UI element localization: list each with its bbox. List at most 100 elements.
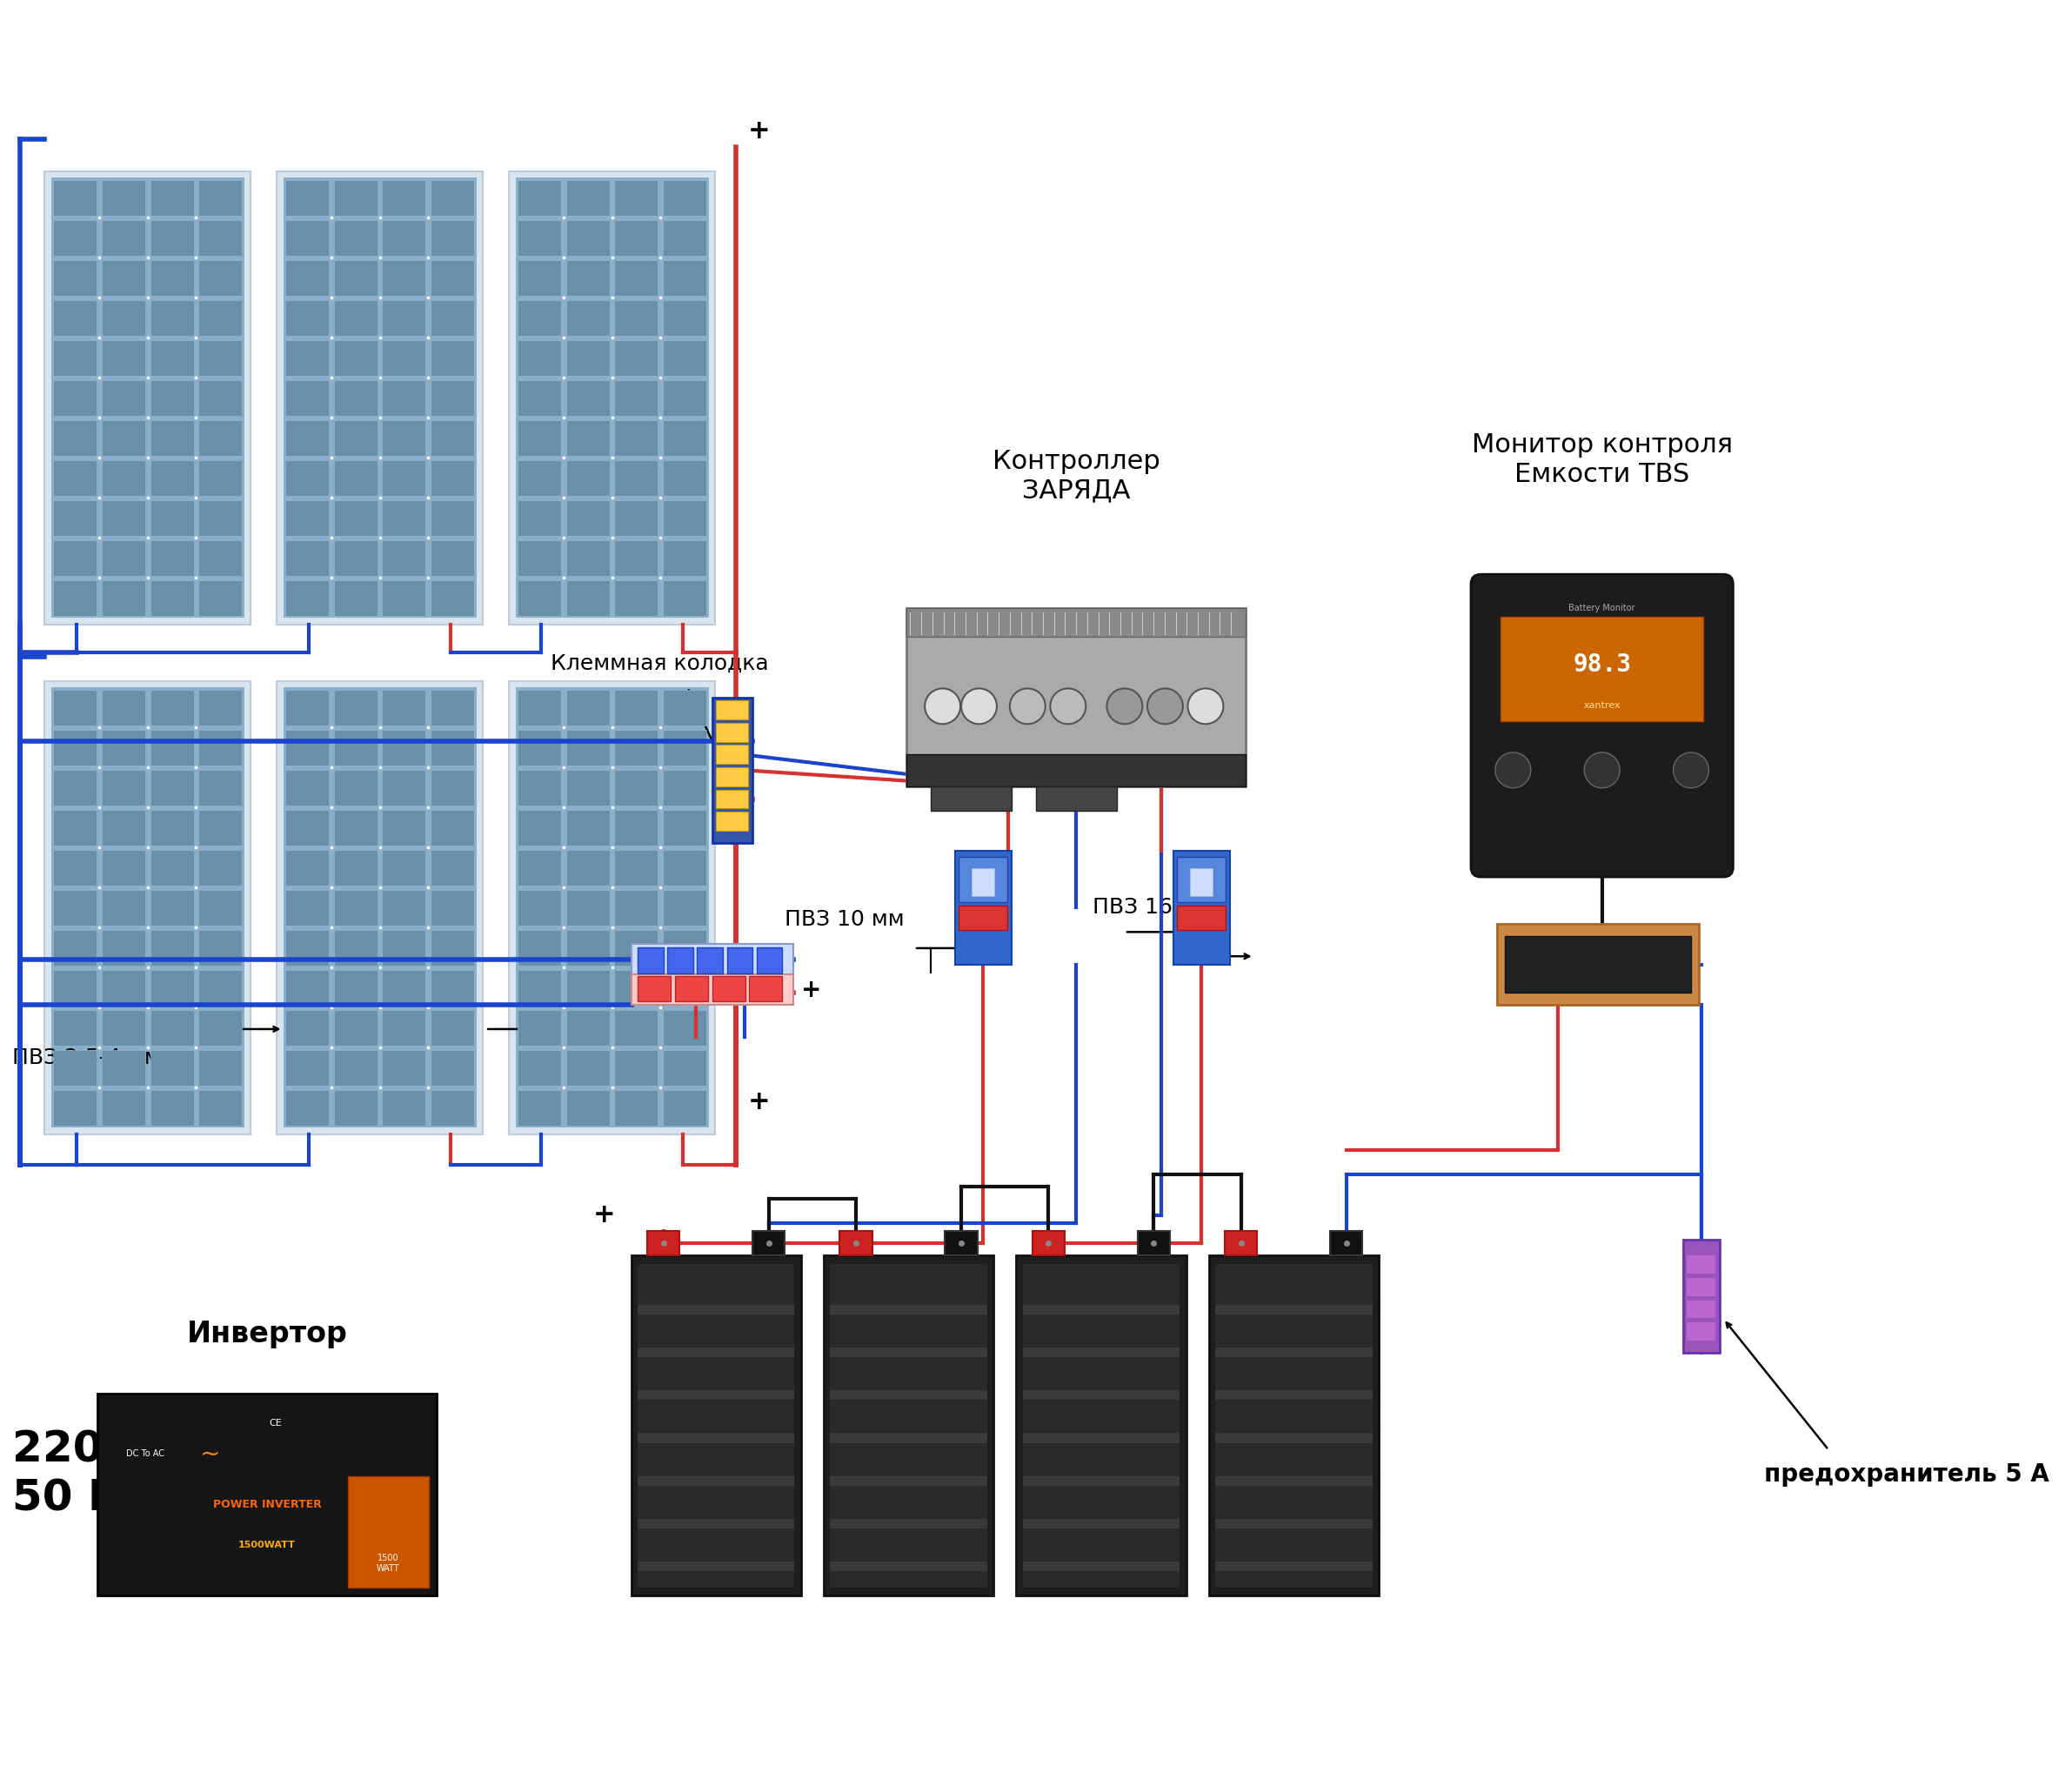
Bar (102, 580, 145, 616)
Bar (383, 580, 425, 616)
Bar (54, 260, 97, 295)
Bar (199, 420, 242, 455)
Bar (663, 301, 707, 336)
Bar (149, 690, 193, 726)
Text: xantrex: xantrex (1583, 701, 1620, 710)
Text: Клеммная колодка: Клеммная колодка (551, 653, 769, 674)
Bar (831, 1562, 986, 1571)
Bar (632, 945, 794, 975)
Bar (199, 301, 242, 336)
Bar (54, 580, 97, 616)
Bar (286, 890, 329, 925)
Bar (615, 381, 659, 416)
Bar (1500, 616, 1703, 722)
Bar (286, 180, 329, 215)
Bar (383, 690, 425, 726)
Bar (518, 180, 562, 215)
Bar (516, 688, 709, 1128)
Bar (102, 301, 145, 336)
Bar (199, 770, 242, 806)
Bar (663, 461, 707, 496)
Bar (1504, 936, 1691, 993)
Bar (663, 381, 707, 416)
Bar (278, 681, 483, 1135)
Text: 1500
WATT: 1500 WATT (377, 1553, 400, 1573)
Bar (54, 180, 97, 215)
Bar (102, 1091, 145, 1126)
Bar (510, 171, 715, 624)
Bar (518, 500, 562, 535)
Bar (615, 541, 659, 576)
Bar (383, 260, 425, 295)
Bar (955, 850, 1011, 964)
Bar (638, 948, 663, 973)
Bar (54, 541, 97, 576)
Bar (1024, 1348, 1179, 1357)
Bar (54, 1010, 97, 1046)
Bar (518, 1091, 562, 1126)
Bar (1036, 786, 1117, 811)
Bar (102, 541, 145, 576)
Text: Инвертор: Инвертор (186, 1320, 348, 1348)
Bar (286, 770, 329, 806)
Bar (54, 1050, 97, 1085)
Bar (663, 1010, 707, 1046)
Bar (518, 1050, 562, 1085)
Bar (667, 948, 692, 973)
Bar (149, 180, 193, 215)
Bar (383, 180, 425, 215)
Bar (566, 930, 609, 966)
Bar (566, 809, 609, 845)
Bar (54, 809, 97, 845)
Bar (199, 221, 242, 256)
Bar (199, 180, 242, 215)
Bar (638, 1348, 794, 1357)
Bar (383, 970, 425, 1005)
Bar (638, 1562, 794, 1571)
Bar (615, 770, 659, 806)
Bar (615, 690, 659, 726)
Bar (334, 541, 377, 576)
Bar (518, 541, 562, 576)
Bar (566, 381, 609, 416)
Bar (663, 541, 707, 576)
Bar (518, 260, 562, 295)
Bar (1216, 1562, 1372, 1571)
Bar (334, 930, 377, 966)
Bar (334, 1050, 377, 1085)
Bar (959, 857, 1007, 902)
Bar (615, 461, 659, 496)
Bar (1208, 1256, 1378, 1596)
Bar (905, 754, 1245, 786)
Bar (54, 340, 97, 375)
Bar (54, 770, 97, 806)
Bar (383, 930, 425, 966)
Bar (54, 930, 97, 966)
Bar (149, 729, 193, 765)
Bar (518, 890, 562, 925)
Bar (286, 850, 329, 886)
Bar (54, 690, 97, 726)
Text: Battery Monitor: Battery Monitor (1569, 603, 1635, 612)
Bar (334, 180, 377, 215)
Circle shape (961, 688, 997, 724)
Bar (945, 1231, 978, 1256)
Bar (102, 381, 145, 416)
Bar (431, 1050, 474, 1085)
Bar (334, 340, 377, 375)
Bar (930, 786, 1011, 811)
Bar (102, 1050, 145, 1085)
Bar (383, 809, 425, 845)
Bar (518, 1010, 562, 1046)
Bar (638, 1477, 794, 1485)
Bar (286, 809, 329, 845)
Bar (518, 301, 562, 336)
Bar (334, 301, 377, 336)
Bar (615, 420, 659, 455)
Bar (149, 1050, 193, 1085)
Bar (102, 461, 145, 496)
Bar (383, 850, 425, 886)
Bar (334, 221, 377, 256)
Circle shape (1496, 753, 1531, 788)
Bar (615, 221, 659, 256)
